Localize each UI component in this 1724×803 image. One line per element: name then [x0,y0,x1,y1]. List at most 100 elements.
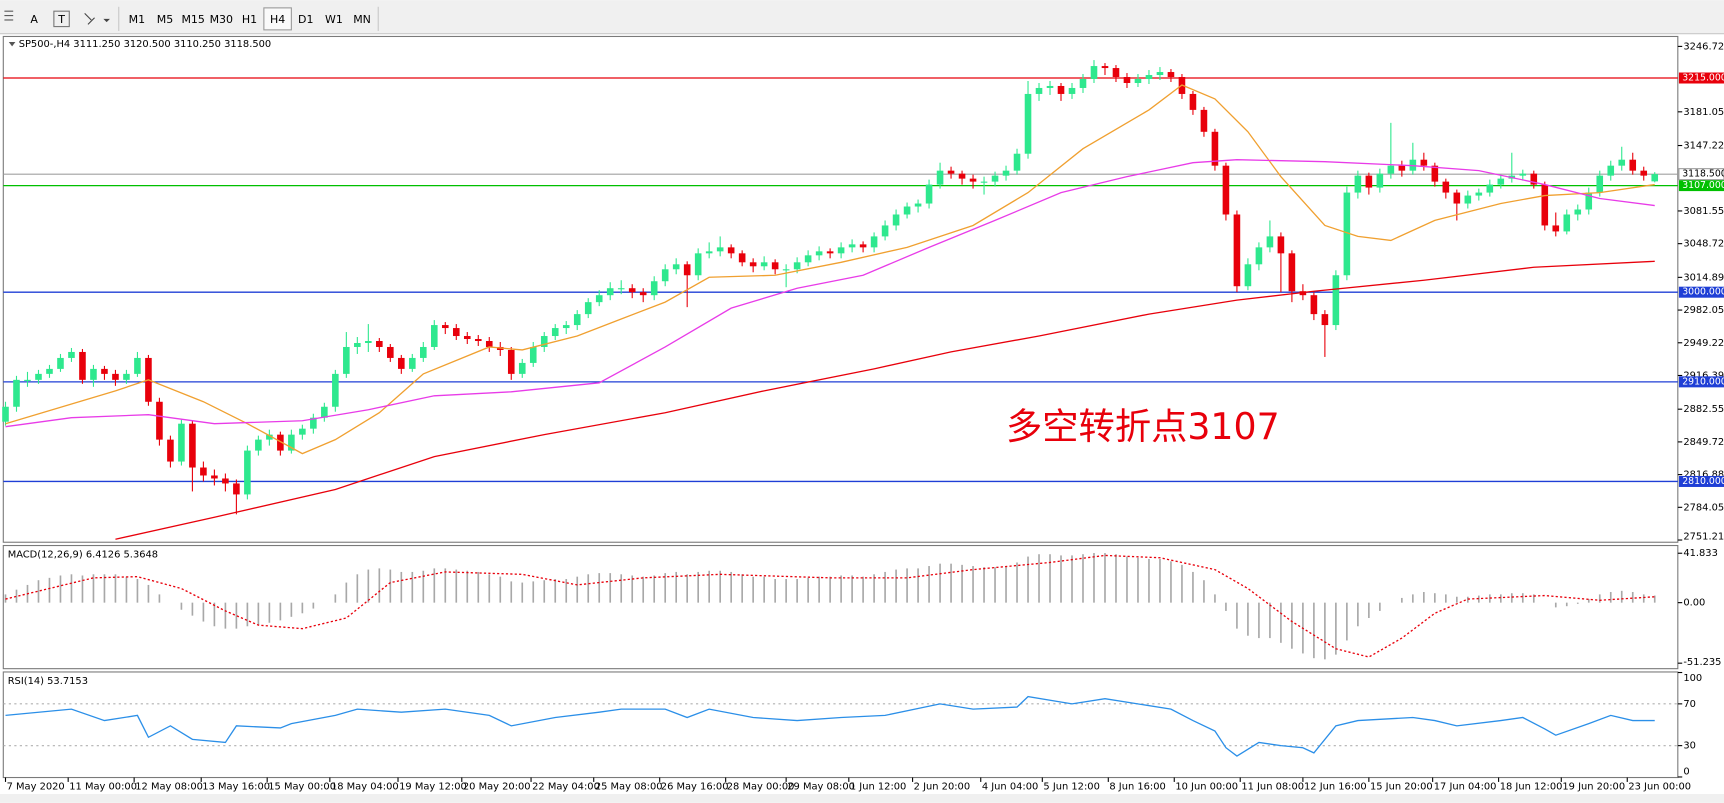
timeframe-button[interactable]: D1 [298,13,313,26]
candle-body [1024,93,1032,154]
candle-body [1354,175,1362,193]
candle-body [1321,314,1329,326]
candle-body [24,379,31,381]
candle-body [738,253,746,263]
candle-body [1068,87,1076,94]
candle-body [848,244,856,248]
candle-body [1002,170,1010,176]
bottom-bar [0,794,1724,803]
candle-body [1332,275,1340,326]
x-tick-label: 26 May 16:00 [661,781,729,792]
y-tick-label: 30 [1683,741,1696,752]
x-tick-label: 10 Jun 00:00 [1175,781,1238,792]
candle-body [376,341,383,347]
level-label: 3215.000 [1682,73,1724,84]
candle-body [1365,175,1373,188]
candle-body [79,351,86,380]
chart-title: SP500-,H4 3111.250 3120.500 3110.250 311… [19,39,272,50]
y-tick-label: -51.235 [1683,657,1721,668]
candle-body [1090,66,1098,80]
candle-body [288,434,295,451]
y-tick-label: 2849.720 [1683,437,1724,448]
candle-body [1200,109,1208,132]
candle-body [1629,159,1637,171]
candle-body [562,325,570,329]
candle-body [200,467,207,476]
candle-body [1101,66,1109,69]
candle-body [1244,264,1252,287]
candle-body [266,434,273,440]
x-tick-label: 12 May 08:00 [135,781,203,792]
dropdown [103,18,110,23]
level-label: 2810.000 [1682,476,1724,487]
timeframe-button[interactable]: H4 [270,13,285,26]
candle-body [398,357,405,369]
candle-body [387,346,394,358]
timeframe-button[interactable]: H1 [242,13,257,26]
timeframe-button[interactable]: M30 [210,13,233,26]
toolbar-items: A T M1 M5 M15 M30 H1 H4 D1 W1 MN [4,6,379,31]
tool-frame [53,10,70,28]
candle-body [178,423,185,462]
candle-body [540,336,548,347]
x-tick-label: 2 Jun 20:00 [914,781,970,792]
candle-body [661,269,669,282]
tool-button[interactable]: A [30,13,38,26]
candle-body [595,295,603,303]
x-tick-label: 5 Jun 12:00 [1043,781,1099,792]
candle-body [1387,165,1395,174]
candle-body [672,264,680,270]
candle-body [222,478,229,484]
timeframe-button[interactable]: M15 [181,13,204,26]
timeframe-button[interactable]: W1 [325,13,343,26]
candle-body [1310,295,1318,315]
candle-body [112,373,119,380]
candle-body [518,362,526,374]
candle-body [1156,72,1164,76]
candle-body [441,325,449,329]
candle-body [507,349,515,374]
candle-body [683,264,691,276]
candle-body [299,428,306,435]
signal-line [5,554,1655,658]
candle-body [1277,236,1285,254]
candle-body [101,368,108,374]
moving-average [5,84,1655,455]
x-tick-label: 12 Jun 16:00 [1304,781,1367,792]
candle-body [727,247,735,254]
y-tick-label: 3048.720 [1683,239,1724,250]
candle-body [804,255,812,263]
candle-body [431,325,438,347]
candle-body [321,406,328,418]
y-tick-label: 0 [1683,766,1689,777]
candle-body [1519,173,1527,176]
x-tick-label: 19 May 12:00 [399,781,467,792]
candle-body [1563,214,1571,232]
candle-body [1079,79,1087,88]
timeframe-button[interactable]: MN [353,13,371,26]
x-tick-label: 8 Jun 16:00 [1109,781,1165,792]
tool-button[interactable]: T [57,13,65,26]
timeframe-button[interactable]: M5 [157,13,173,26]
candle-body [705,251,713,254]
x-tick-label: 11 May 00:00 [69,781,137,792]
chart-icon [8,41,16,47]
candle-body [463,336,471,340]
candle-body [420,346,427,358]
x-tick-label: 20 May 20:00 [463,781,531,792]
candle-body [1057,85,1065,94]
candle-body [903,206,911,215]
y-tick-label: 2982.055 [1683,305,1724,316]
rsi-pane [2,671,1679,779]
level-label: 3000.000 [1682,287,1724,298]
candle-body [969,178,977,182]
candle-body [1596,175,1604,193]
y-tick-label: 3081.555 [1683,206,1724,217]
candle-body [573,314,581,326]
candle-body [1585,192,1593,210]
candle-body [826,251,834,254]
candle-body [1442,181,1450,193]
candle-body [1607,165,1615,176]
timeframe-button[interactable]: M1 [129,13,145,26]
level-label: 3107.000 [1682,180,1724,191]
